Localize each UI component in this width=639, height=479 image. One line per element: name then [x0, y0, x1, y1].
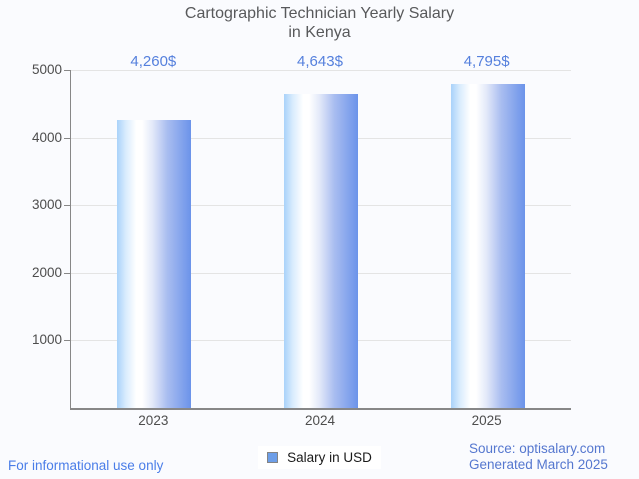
y-axis-label: 1000 — [31, 332, 62, 348]
bar-value-label: 4,643$ — [297, 53, 343, 70]
gridline — [71, 70, 571, 71]
generated-line: Generated March 2025 — [469, 456, 608, 472]
bar-2023 — [117, 120, 192, 408]
y-axis-label: 4000 — [31, 129, 62, 145]
legend-swatch-icon — [267, 452, 279, 463]
x-axis-label: 2023 — [138, 413, 169, 428]
chart-title-line1: Cartographic Technician Yearly Salary — [184, 5, 455, 22]
x-axis-label: 2025 — [471, 413, 502, 428]
y-axis-label: 3000 — [31, 197, 62, 213]
y-axis-tick — [64, 205, 70, 207]
bar-2025 — [450, 83, 525, 408]
y-axis-tick — [64, 70, 70, 71]
y-axis-tick — [64, 137, 70, 139]
chart-title-line2: in Kenya — [288, 23, 351, 41]
source-line: Source: optisalary.com — [469, 441, 606, 456]
y-axis-tick — [64, 340, 70, 342]
y-axis-tick — [64, 272, 70, 274]
bar-value-label: 4,795$ — [463, 53, 510, 70]
x-axis-label: 2024 — [304, 413, 336, 428]
bar-value-label: 4,260$ — [130, 53, 177, 70]
y-axis-label: 2000 — [31, 264, 62, 280]
y-axis-label: 5000 — [31, 62, 62, 77]
plot-area — [64, 70, 571, 410]
legend: Salary in USD — [258, 446, 381, 469]
footer-note: For informational use only — [8, 458, 164, 473]
source-block: Source: optisalary.com Generated March 2… — [469, 441, 608, 472]
legend-label: Salary in USD — [287, 450, 372, 465]
legend-wrap: Salary in USD — [0, 446, 639, 469]
chart-title: Cartographic Technician Yearly Salary in… — [0, 5, 639, 43]
bar-2024 — [284, 94, 358, 408]
